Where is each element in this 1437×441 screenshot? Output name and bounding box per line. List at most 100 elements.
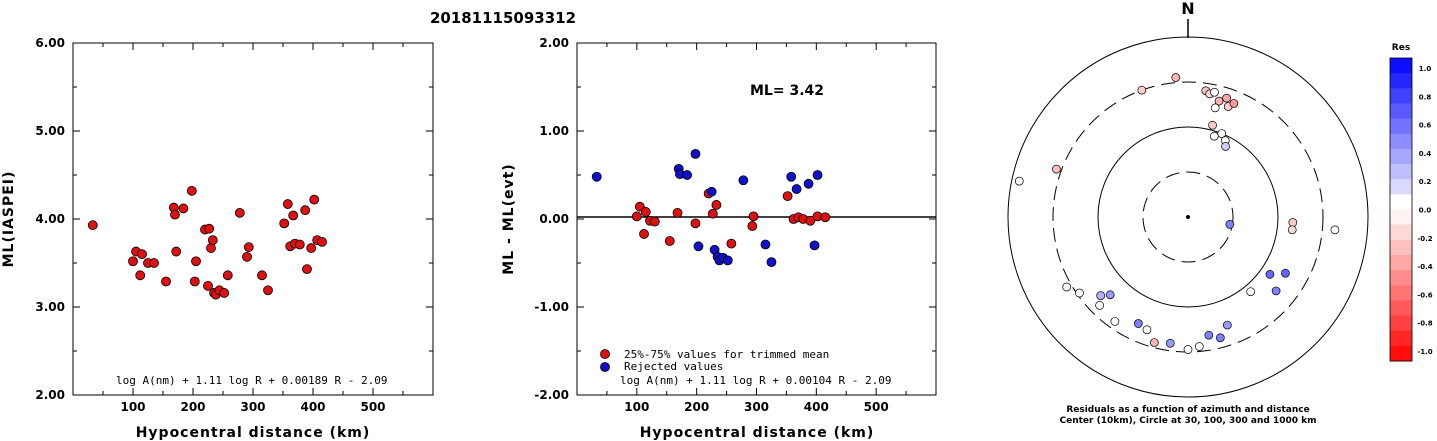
residual-point (1095, 301, 1104, 310)
y-tick-label: 2.00 (539, 36, 569, 50)
colorbar-cell (1390, 300, 1412, 317)
data-point (672, 207, 683, 218)
data-point (690, 148, 701, 159)
colorbar-tick-label: 0.0 (1419, 207, 1432, 215)
data-point (706, 186, 717, 197)
colorbar-cell (1390, 133, 1412, 150)
data-point (591, 171, 602, 182)
data-point (747, 221, 758, 231)
residual-point (1210, 103, 1220, 113)
data-point (207, 235, 218, 246)
residual-colorbar: Res 1.0 0.8 0.6 0.4 0.2 0.0 -0.2 -0.4 -0.6 -0.8 -1… (1389, 43, 1433, 362)
colorbar-tick-label: 0.4 (1419, 150, 1432, 158)
colorbar-cell (1390, 164, 1412, 180)
residual-point (1204, 330, 1214, 340)
colorbar-title: Res (1392, 43, 1410, 53)
y-tick-label: -2.00 (534, 388, 569, 402)
data-point (191, 256, 201, 267)
data-point (664, 236, 675, 246)
center-point (1186, 215, 1190, 219)
colorbar-cell (1390, 148, 1412, 165)
y-tick-label: 2.00 (35, 388, 65, 402)
formula-text: log A(nm) + 1.11 log R + 0.00189 R - 2.0… (116, 374, 388, 387)
x-tick-label: 300 (744, 400, 769, 414)
data-point (690, 218, 701, 229)
data-point (649, 216, 660, 227)
ml-annotation: ML= 3.42 (750, 83, 824, 99)
colorbar-ticks: 1.0 0.8 0.6 0.4 0.2 0.0 -0.2 -0.4 -0.6 -0.8 -1.0 (1417, 65, 1432, 356)
residual-point (1287, 225, 1297, 235)
colorbar-tick-label: 1.0 (1419, 65, 1432, 73)
residual-point (1075, 288, 1084, 298)
residual-point (1246, 287, 1256, 297)
residual-point (1229, 99, 1239, 108)
data-point (782, 191, 793, 202)
circle-30km (1142, 171, 1234, 263)
data-point (186, 185, 197, 196)
residual-point (1150, 338, 1159, 347)
data-point (279, 218, 290, 229)
data-point (760, 239, 771, 250)
data-point (711, 200, 722, 210)
residual-point (1209, 131, 1219, 141)
residual-point (1110, 317, 1120, 326)
data-point (242, 251, 252, 262)
residual-point (1221, 142, 1230, 151)
data-point (693, 241, 704, 252)
colorbar-cell (1390, 330, 1412, 347)
data-point (87, 220, 98, 231)
residual-point (1105, 290, 1115, 300)
x-tick-label: 500 (360, 400, 385, 414)
residual-point (1225, 220, 1235, 229)
data-point (149, 258, 159, 268)
data-point (161, 276, 171, 287)
residual-point (1265, 270, 1275, 279)
data-point (204, 223, 215, 234)
residual-point (1330, 225, 1340, 235)
magnitude-vs-distance-chart: 100 200 300 400 500 2.00 3.00 4.00 5.00 6.00 Hypo… (1, 36, 434, 441)
azimuth-residual-chart: N Residuals as a function of azimuth and… (1007, 0, 1369, 426)
residual-vs-distance-chart: 100 200 300 400 500 -2.00 -1.00 0.00 1.00 2.00 ML… (501, 36, 937, 441)
colorbar-tick-label: -0.6 (1417, 291, 1432, 299)
colorbar-tick-label: 0.6 (1419, 122, 1432, 130)
residual-point (1222, 93, 1231, 103)
residual-point (1281, 268, 1290, 278)
residual-point (1208, 120, 1217, 130)
data-point (820, 212, 831, 223)
residual-point (1194, 342, 1204, 351)
colorbar-cell (1390, 315, 1412, 332)
data-point (809, 240, 820, 251)
data-point (640, 207, 651, 217)
data-point (812, 170, 823, 180)
x-axis-label: Hypocentral distance (km) (136, 425, 371, 441)
colorbar-cell (1390, 254, 1412, 271)
axis-ticks: 100 200 300 400 500 2.00 3.00 4.00 5.00 6.00 (35, 36, 433, 414)
data-point (639, 229, 649, 239)
residual-point (1271, 286, 1281, 296)
data-point (234, 207, 245, 218)
colorbar-cell (1390, 194, 1412, 210)
data-point (805, 215, 816, 226)
data-point (219, 288, 230, 298)
page-title: 20181115093312 (430, 9, 576, 27)
colorbar-cell (1390, 58, 1412, 74)
residual-point (1216, 333, 1225, 343)
residual-point (1062, 282, 1072, 292)
x-tick-label: 100 (624, 400, 649, 414)
colorbar-cell (1390, 345, 1412, 362)
data-point (206, 243, 216, 253)
x-tick-label: 100 (120, 400, 145, 414)
y-tick-label: 5.00 (35, 124, 65, 138)
residual-point (1137, 85, 1147, 95)
colorbar-cell (1390, 88, 1412, 104)
outer-circle (1007, 36, 1369, 398)
data-point (203, 280, 213, 291)
residual-point (1222, 320, 1232, 330)
residual-point (1288, 218, 1298, 227)
data-point (171, 246, 182, 257)
y-tick-label: 0.00 (539, 212, 569, 226)
residual-point (1171, 73, 1181, 82)
data-point (738, 175, 749, 186)
data-point (257, 270, 267, 281)
